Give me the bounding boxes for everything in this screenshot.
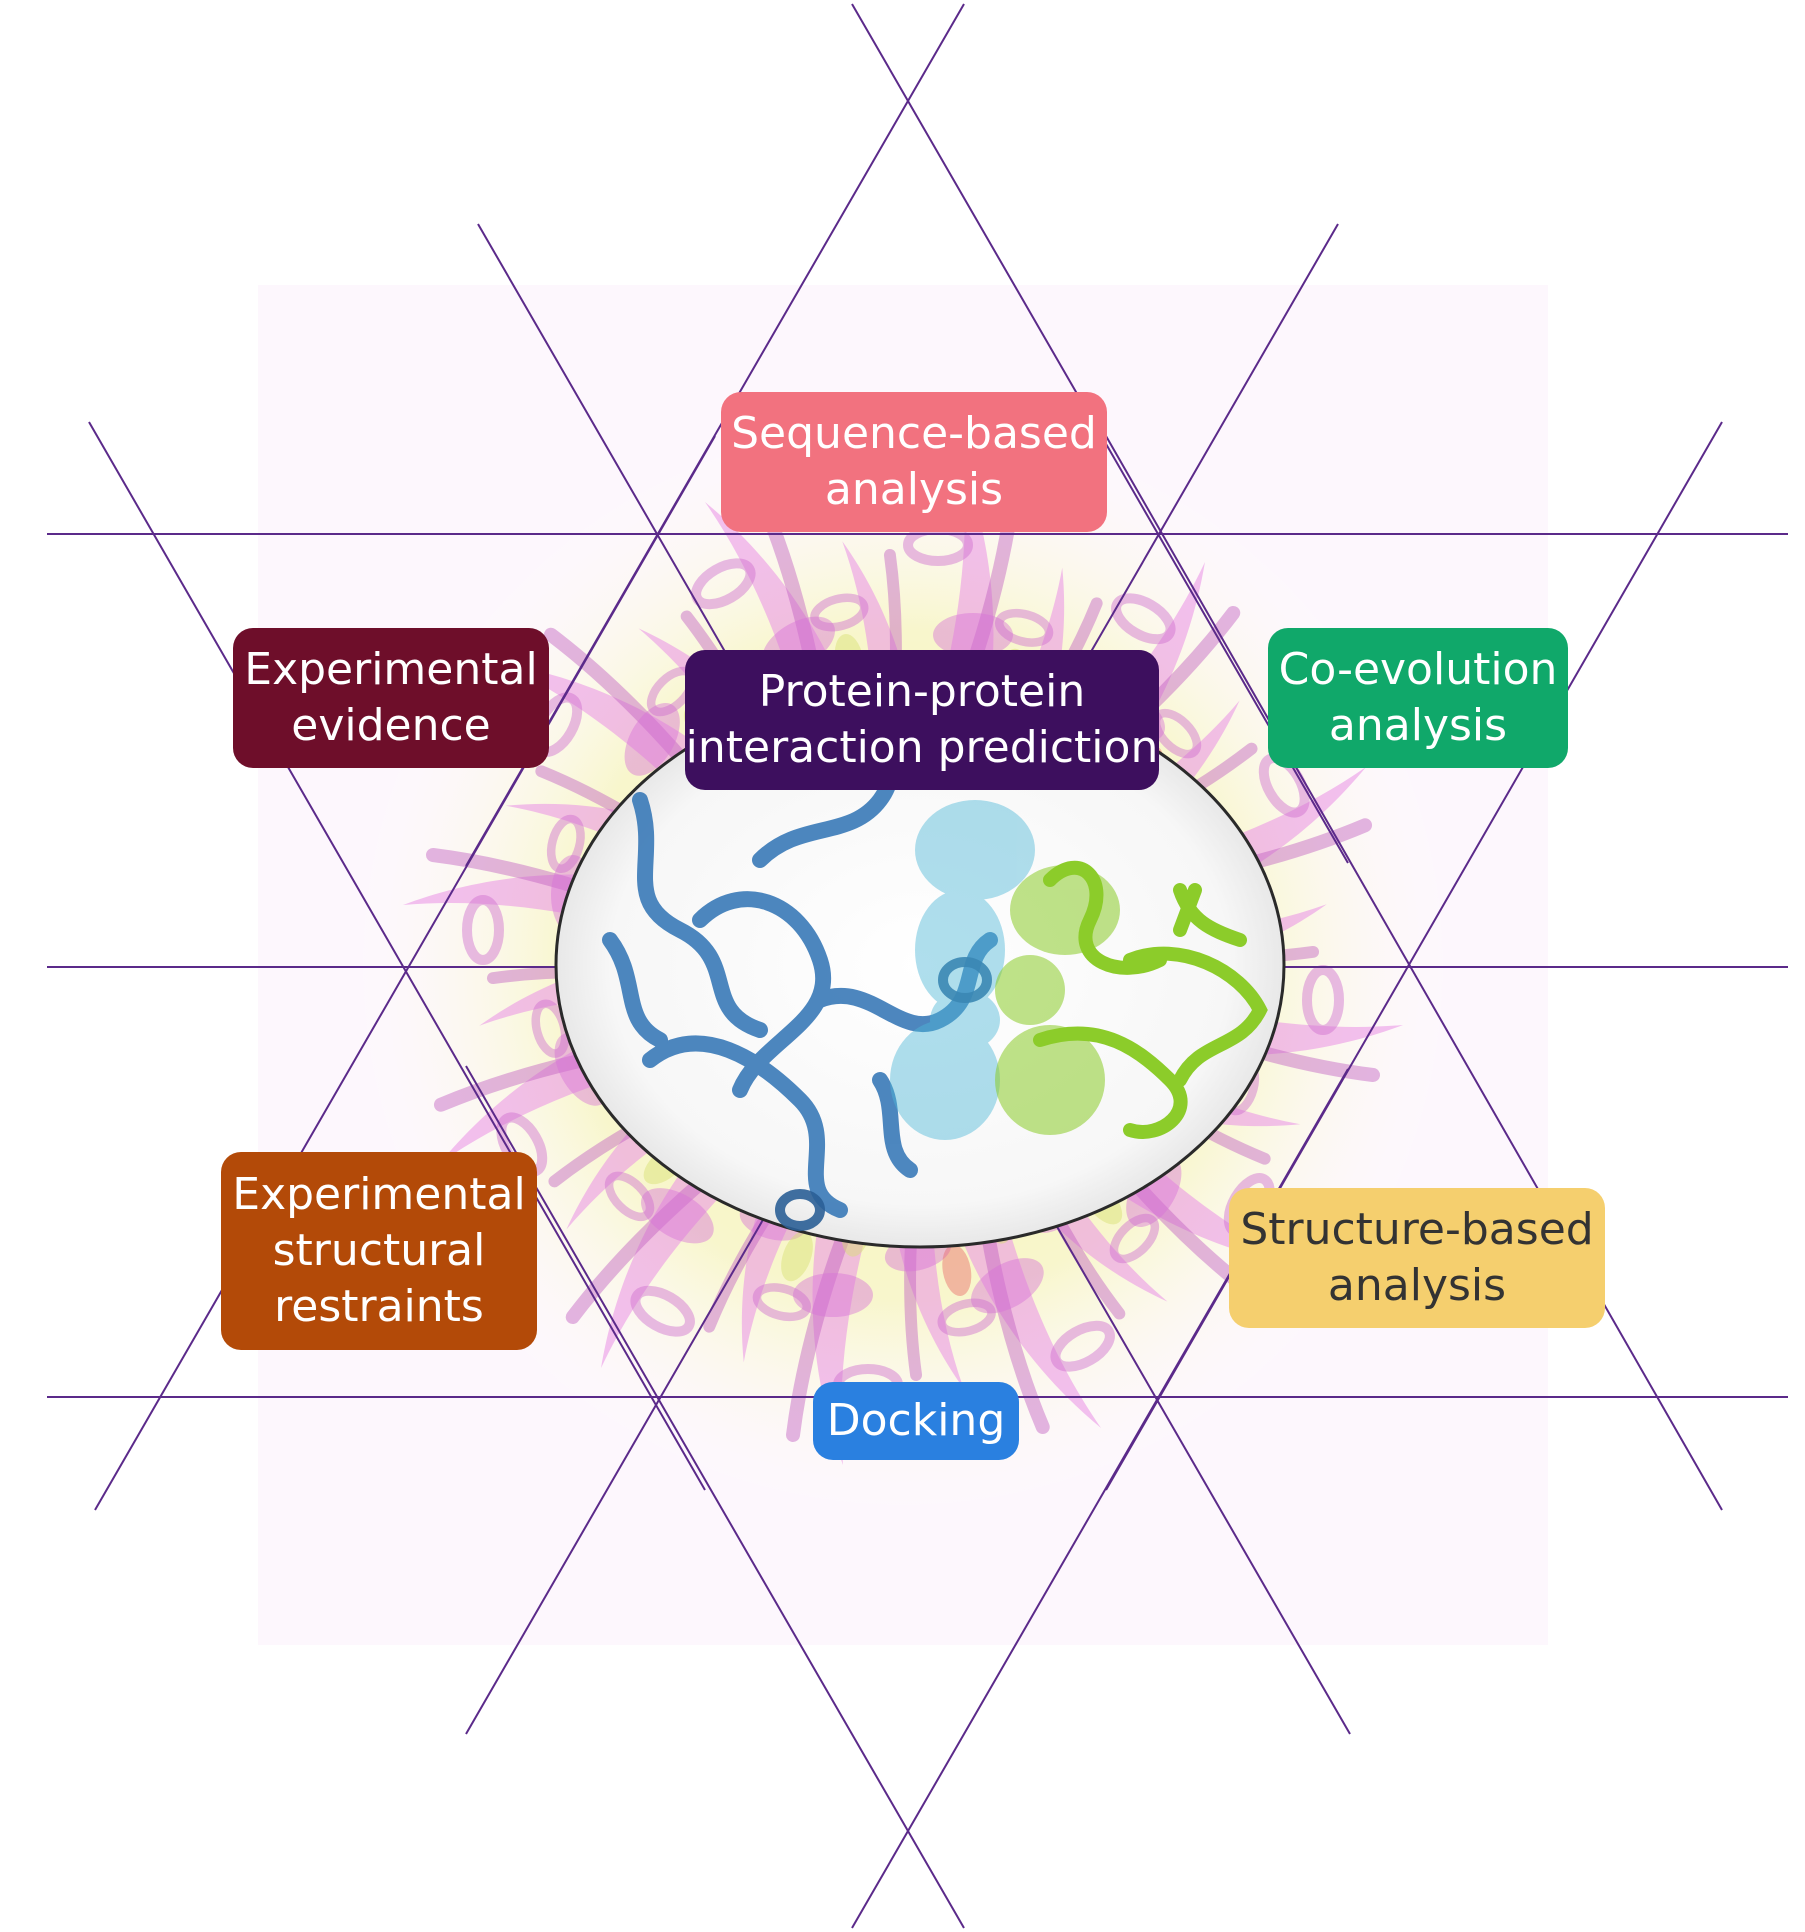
star-lines <box>47 3 1788 1929</box>
sequence-based-analysis-box: Sequence-based analysis <box>721 392 1107 532</box>
glow-blob <box>781 1231 813 1282</box>
glow-blob <box>942 1244 972 1297</box>
protein-complex-icon <box>554 681 1286 1249</box>
structure-based-analysis-box: Structure-based analysis <box>1229 1188 1605 1328</box>
docking-box: Docking <box>813 1382 1019 1460</box>
experimental-evidence-box: Experimental evidence <box>233 628 549 768</box>
ppi-prediction-title-box: Protein-protein interaction prediction <box>685 650 1159 790</box>
experimental-structural-restraints-box: Experimental structural restraints <box>221 1152 537 1350</box>
co-evolution-analysis-box: Co-evolution analysis <box>1268 628 1568 768</box>
